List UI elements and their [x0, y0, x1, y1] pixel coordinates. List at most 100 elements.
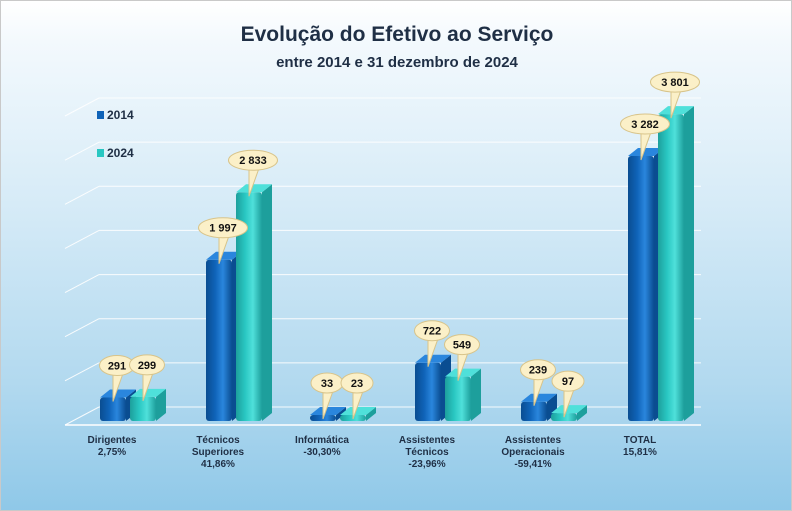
callout-bubble: [129, 354, 165, 376]
bar-top: [310, 407, 346, 415]
legend-label-2014: 2014: [107, 108, 134, 122]
category-change: -23,96%: [408, 459, 446, 470]
data-label: 291: [108, 361, 126, 373]
bar-front: [236, 192, 262, 421]
callout-2014-5: 3 282: [620, 113, 670, 161]
chart-title: Evolução do Efetivo ao Serviço: [240, 23, 554, 46]
category-label-3: Assistentes Técnicos -23,96%: [372, 435, 482, 471]
callout-2014-4: 239: [520, 359, 556, 406]
callout-2024-0: 299: [129, 354, 165, 402]
bar-2024-5: [658, 106, 694, 422]
bar-top: [521, 393, 557, 402]
bar-side: [577, 405, 587, 421]
category-name-line: Assistentes: [504, 435, 562, 446]
category-name-line: Técnicos: [196, 435, 240, 446]
category-change: 41,86%: [201, 459, 235, 470]
callout-2014-2: 33: [310, 372, 344, 420]
callout-bubble: [444, 334, 480, 356]
gridline-side: [64, 229, 100, 249]
legend-item-2024: 2024: [97, 146, 134, 160]
category-name-line: Informática: [295, 435, 349, 446]
callout-2024-3: 549: [444, 334, 480, 381]
bar-side: [262, 184, 272, 421]
category-change: 2,75%: [97, 447, 127, 458]
bar-side: [366, 407, 376, 421]
data-label: 1 997: [209, 223, 237, 235]
category-label-2: Informática -30,30%: [267, 435, 377, 459]
bar-2024-1: [236, 184, 272, 421]
callout-bubble: [340, 372, 374, 394]
callout-bubble: [414, 320, 450, 342]
callout-2024-4: 97: [551, 370, 585, 418]
legend-label-2024: 2024: [107, 146, 134, 160]
data-label: 299: [138, 360, 156, 372]
category-name-line: Assistentes: [398, 435, 456, 446]
bar-2024-2: [340, 407, 376, 421]
category-name-line: Operacionais: [501, 447, 565, 458]
category-label-0: Dirigentes 2,75%: [57, 435, 167, 459]
bar-front: [628, 155, 654, 421]
bar-2024-0: [130, 388, 166, 421]
gridline-side: [64, 362, 100, 382]
bar-side: [156, 388, 166, 421]
gridline-side: [64, 406, 100, 426]
data-label: 3 801: [661, 77, 689, 89]
data-label: 239: [529, 365, 547, 377]
callout-bubble: [228, 149, 278, 171]
bar-top: [628, 147, 664, 156]
bar-top: [340, 407, 376, 415]
category-change: -59,41%: [514, 459, 552, 470]
callout-2024-2: 23: [340, 372, 374, 420]
gridline-side: [64, 318, 100, 338]
callout-2024-1: 2 833: [228, 149, 278, 197]
data-label: 3 282: [631, 119, 659, 131]
gridline-side: [64, 141, 100, 161]
category-name-line: Superiores: [191, 447, 245, 458]
bar-side: [471, 368, 481, 421]
bar-2024-3: [445, 368, 481, 421]
bar-top: [100, 389, 136, 398]
category-label-4: Assistentes Operacionais -59,41%: [478, 435, 588, 471]
bar-top: [415, 354, 451, 363]
gridline-side: [64, 185, 100, 205]
bar-top: [130, 388, 166, 397]
bar-front: [415, 362, 441, 421]
bar-side: [336, 407, 346, 421]
data-label: 549: [453, 340, 471, 352]
bar-front: [521, 401, 547, 421]
callout-2014-3: 722: [414, 320, 450, 367]
callout-bubble: [520, 359, 556, 381]
gridline-side: [64, 97, 100, 117]
bar-front: [206, 259, 232, 421]
callout-bubble: [198, 217, 248, 239]
bar-front: [658, 114, 684, 422]
callout-bubble: [650, 71, 700, 93]
legend-item-2014: 2014: [97, 108, 134, 122]
category-name-line: Dirigentes: [87, 435, 137, 446]
category-label-1: Técnicos Superiores 41,86%: [163, 435, 273, 471]
callout-2024-5: 3 801: [650, 71, 700, 119]
data-label: 2 833: [239, 155, 267, 167]
category-label-5: TOTAL 15,81%: [585, 435, 695, 459]
bar-side: [684, 106, 694, 422]
category-change: -30,30%: [303, 447, 341, 458]
category-name-line: Técnicos: [405, 447, 449, 458]
gridline-side: [64, 274, 100, 294]
callout-2014-1: 1 997: [198, 217, 248, 264]
bar-top: [445, 368, 481, 377]
chart-subtitle: entre 2014 e 31 dezembro de 2024: [276, 54, 518, 71]
legend-swatch-2024: [97, 149, 104, 157]
data-label: 97: [562, 376, 574, 388]
callout-bubble: [551, 370, 585, 392]
bar-top: [236, 184, 272, 193]
bar-front: [100, 397, 126, 421]
bar-front: [130, 396, 156, 421]
category-name-line: TOTAL: [623, 435, 657, 446]
bar-top: [658, 106, 694, 115]
data-label: 722: [423, 326, 441, 338]
legend-swatch-2014: [97, 111, 104, 119]
data-label: 23: [351, 378, 363, 390]
data-label: 33: [321, 378, 333, 390]
